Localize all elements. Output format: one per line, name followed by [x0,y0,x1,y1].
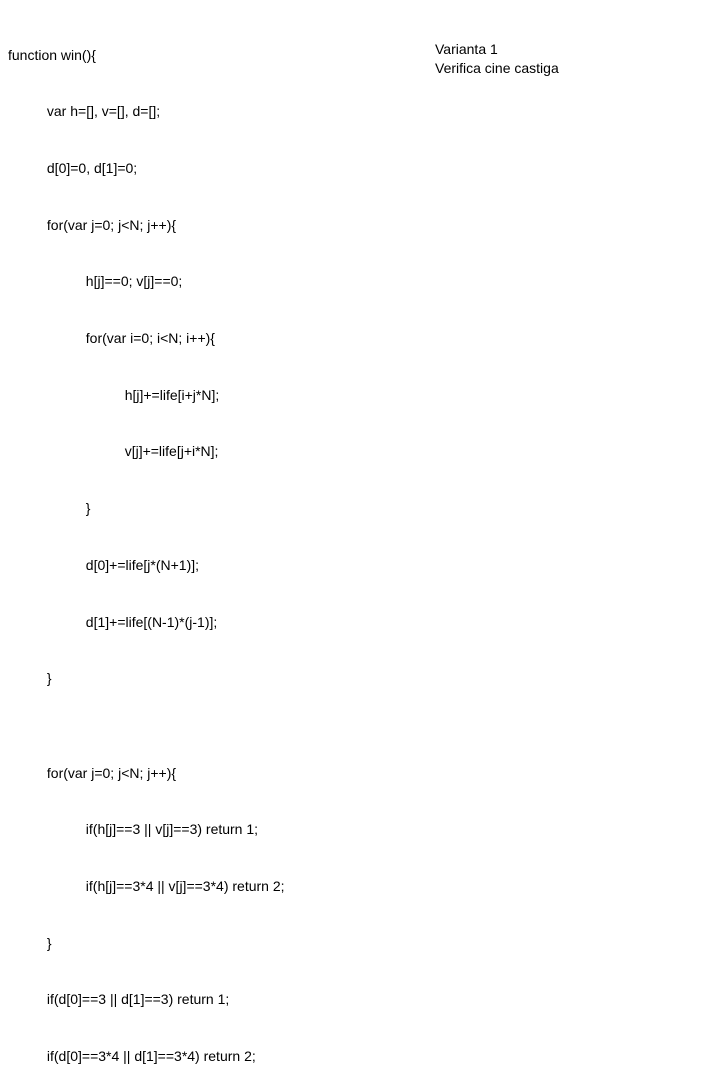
code-line: var h=[], v=[], d=[]; [8,102,285,121]
code-line: d[1]+=life[(N-1)*(j-1)]; [8,613,285,632]
code-line: for(var j=0; j<N; j++){ [8,764,285,783]
code-line: v[j]+=life[j+i*N]; [8,442,285,461]
code-line: } [8,499,285,518]
code-line: for(var i=0; i<N; i++){ [8,329,285,348]
annotation-block: Varianta 1 Verifica cine castiga [435,40,559,78]
code-line: } [8,669,285,688]
code-line: d[0]+=life[j*(N+1)]; [8,556,285,575]
code-line: } [8,934,285,953]
code-line: d[0]=0, d[1]=0; [8,159,285,178]
code-line: if(h[j]==3 || v[j]==3) return 1; [8,820,285,839]
code-line: function win(){ [8,46,285,65]
code-block: function win(){ var h=[], v=[], d=[]; d[… [8,8,285,1080]
code-line: if(d[0]==3*4 || d[1]==3*4) return 2; [8,1047,285,1066]
annotation-subtitle: Verifica cine castiga [435,59,559,78]
code-line: for(var j=0; j<N; j++){ [8,216,285,235]
code-line: if(d[0]==3 || d[1]==3) return 1; [8,990,285,1009]
code-line: if(h[j]==3*4 || v[j]==3*4) return 2; [8,877,285,896]
code-line: h[j]+=life[i+j*N]; [8,386,285,405]
annotation-title: Varianta 1 [435,40,559,59]
code-line: h[j]==0; v[j]==0; [8,272,285,291]
